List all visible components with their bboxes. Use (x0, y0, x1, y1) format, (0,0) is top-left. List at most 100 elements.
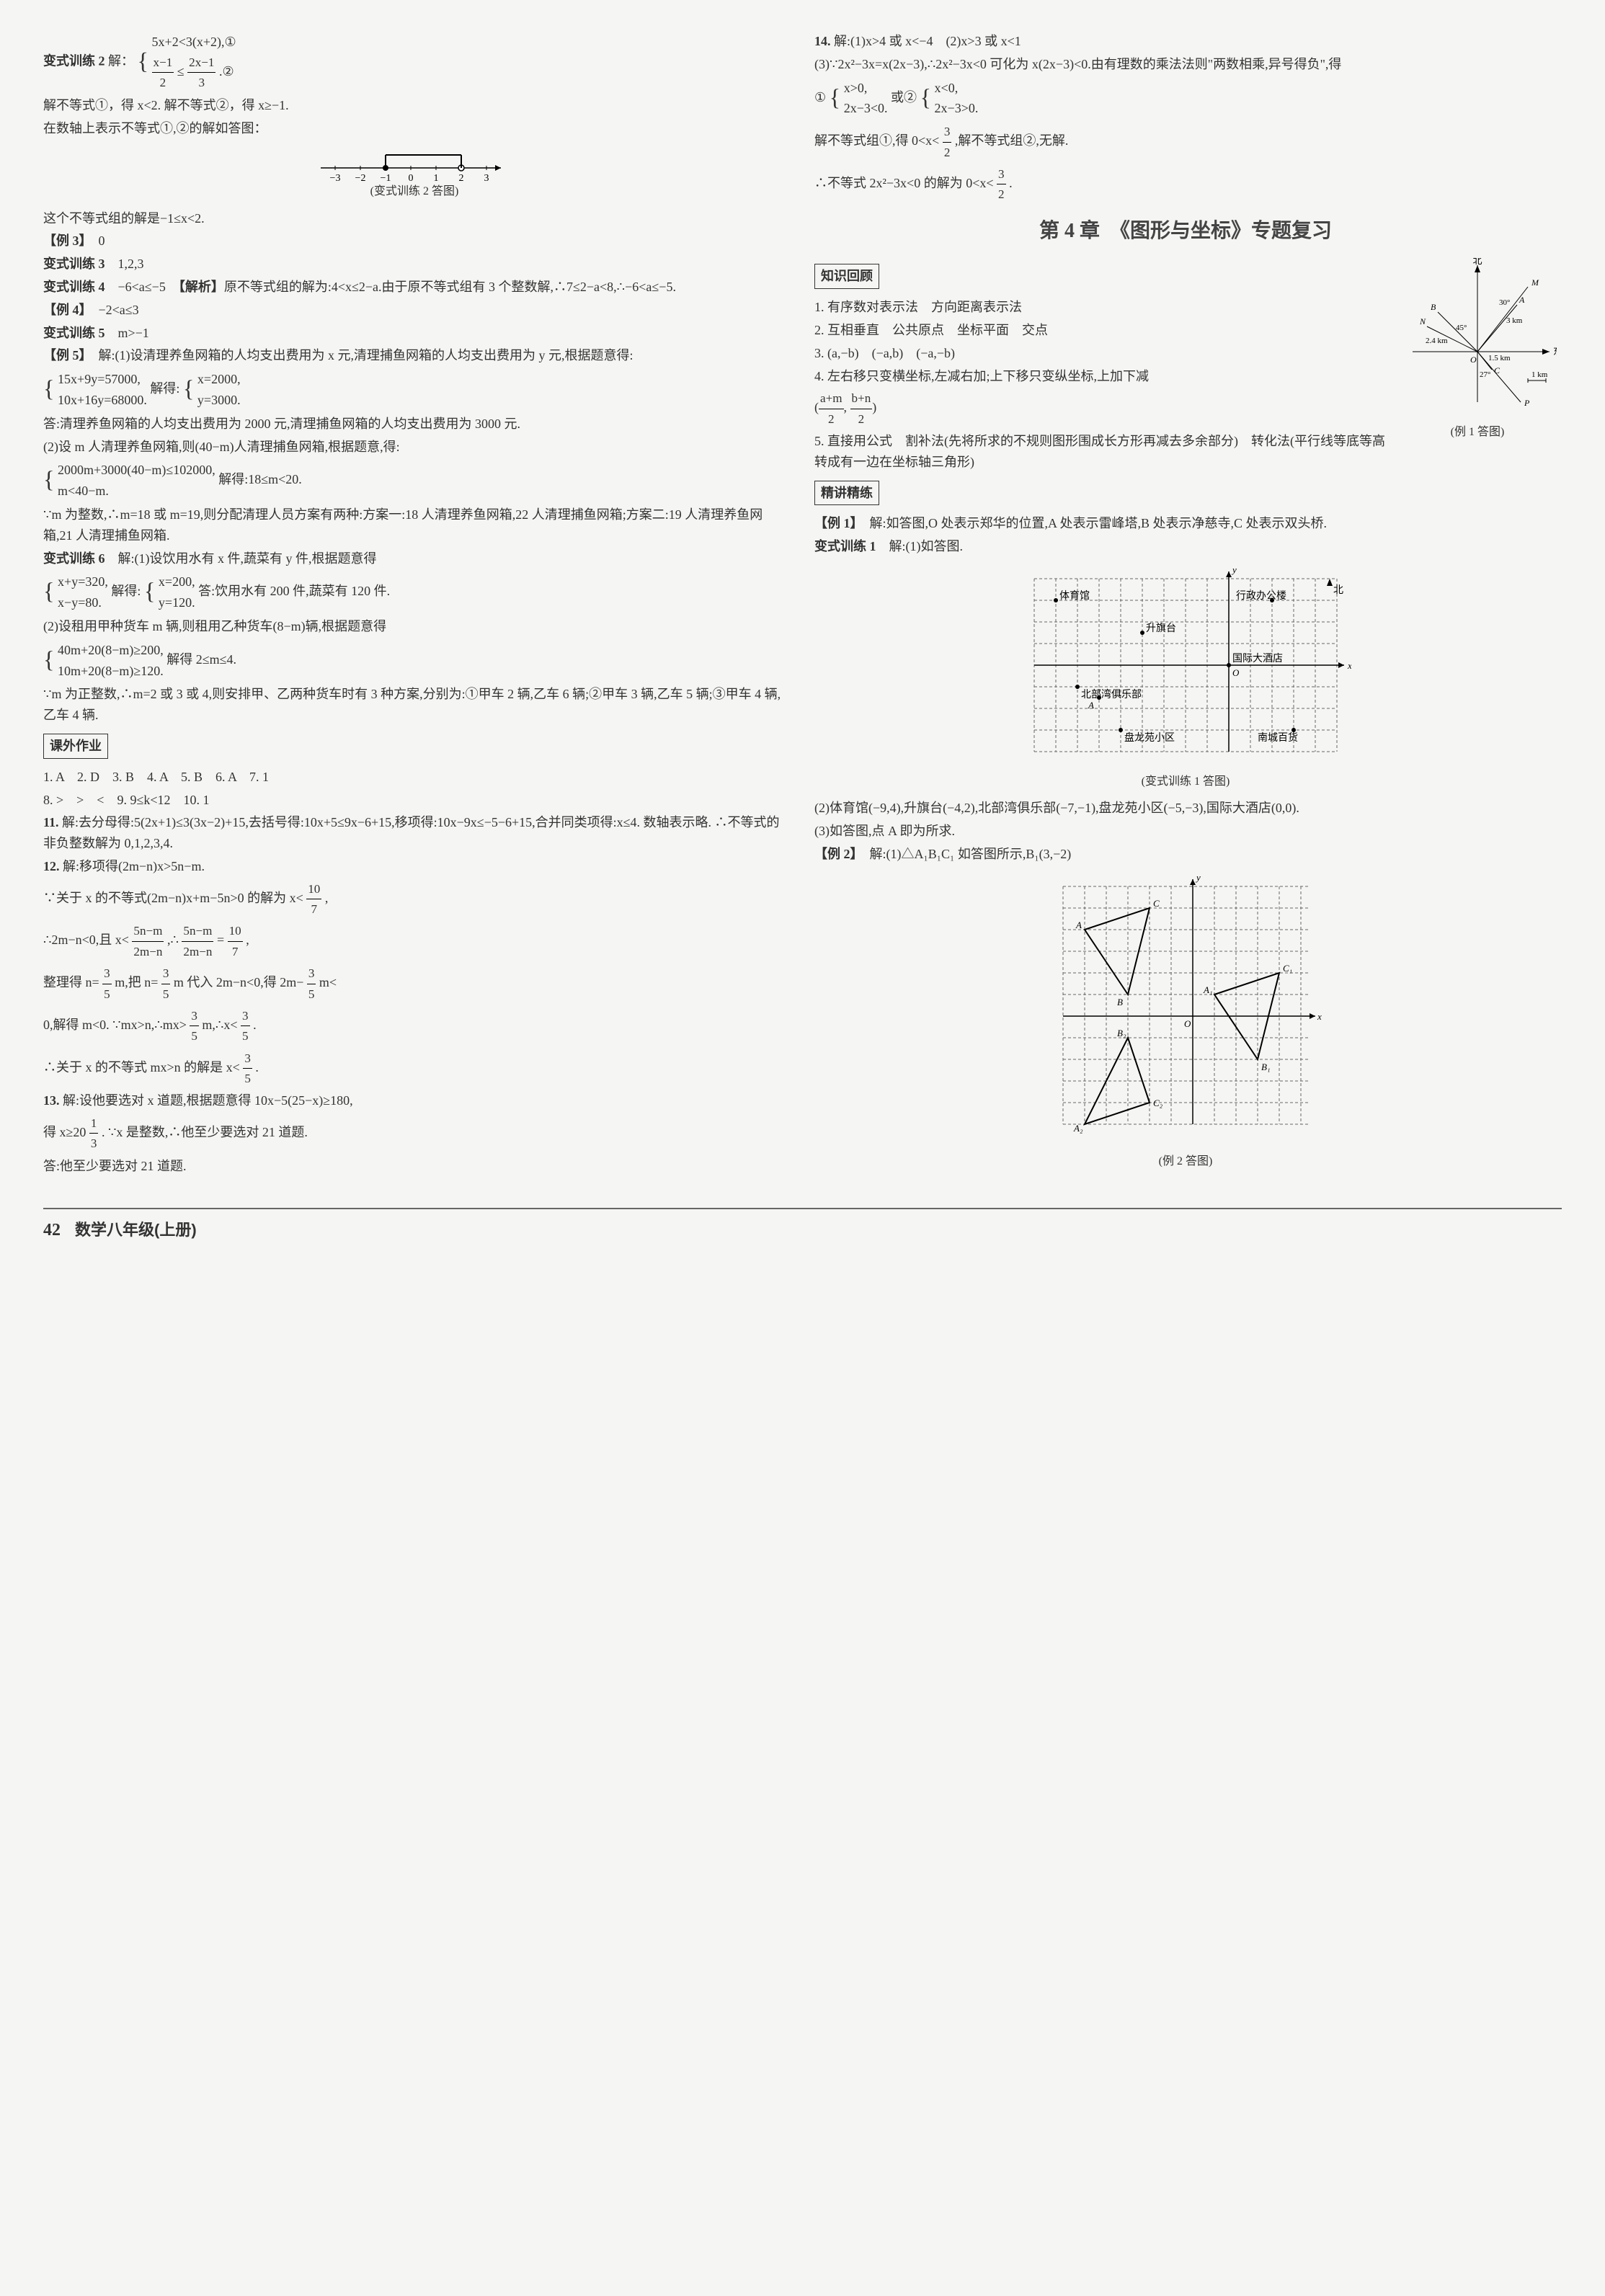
var2-step1: 解不等式①，得 x<2. 解不等式②，得 x≥−1. (43, 95, 786, 116)
ex3-ans: 0 (99, 233, 105, 248)
svg-text:y: y (1231, 564, 1237, 575)
svg-text:A: A (1075, 920, 1082, 930)
svg-text:C: C (1494, 365, 1500, 375)
svg-text:盘龙苑小区: 盘龙苑小区 (1124, 731, 1175, 744)
svg-text:1 km: 1 km (1531, 370, 1548, 379)
svg-text:北: 北 (1472, 258, 1482, 266)
var2-line: 变式训练 2 解： { 5x+2<3(x+2),① x−12 ≤ 2x−13 .… (43, 32, 786, 92)
svg-text:0: 0 (409, 173, 414, 182)
svg-text:北部湾俱乐部: 北部湾俱乐部 (1081, 688, 1142, 700)
var1-l2: (2)体育馆(−9,4),升旗台(−4,2),北部湾俱乐部(−7,−1),盘龙苑… (814, 798, 1557, 819)
var3-ans: 1,2,3 (118, 257, 144, 271)
var2-label: 变式训练 2 (43, 53, 105, 68)
svg-text:国际大酒店: 国际大酒店 (1232, 653, 1283, 664)
var2-step2: 在数轴上表示不等式①,②的解如答图： (43, 118, 786, 139)
page-number: 42 (43, 1216, 61, 1244)
right-column: 14. 解:(1)x>4 或 x<−4 (2)x>3 或 x<1 (3)∵2x²… (814, 29, 1557, 1179)
ex2-text: 解:(1)△A₁B₁C₁ 如答图所示,B₁(3,−2) (870, 847, 1072, 861)
var1-text: 解:(1)如答图. (889, 539, 964, 553)
svg-text:B: B (1431, 302, 1436, 312)
svg-text:2: 2 (459, 173, 464, 182)
svg-text:体育馆: 体育馆 (1059, 590, 1090, 602)
var5-label: 变式训练 5 (43, 326, 105, 340)
var2-result: 这个不等式组的解是−1≤x<2. (43, 208, 786, 229)
var1-label: 变式训练 1 (814, 539, 876, 553)
svg-text:O: O (1232, 667, 1240, 678)
var5-ans: m>−1 (118, 326, 149, 340)
svg-text:1.5 km: 1.5 km (1488, 354, 1511, 362)
q14-l2: (3)∵2x²−3x=x(2x−3),∴2x²−3x<0 可化为 x(2x−3)… (814, 54, 1557, 75)
var2-caption: (变式训练 2 答图) (43, 182, 786, 201)
var4-analysis-label: 【解析】 (179, 280, 224, 294)
svg-text:1: 1 (434, 173, 439, 182)
page-footer: 42 数学八年级(上册) (43, 1208, 1562, 1251)
hw-l1: 1. A 2. D 3. B 4. A 5. B 6. A 7. 1 (43, 767, 786, 788)
svg-text:北: 北 (1333, 584, 1343, 596)
svg-text:45°: 45° (1456, 324, 1467, 332)
var4-analysis: 原不等式组的解为:4<x≤2−a.由于原不等式组有 3 个整数解,∴7≤2−a<… (224, 280, 676, 294)
var3-label: 变式训练 3 (43, 257, 105, 271)
ex4-label: 【例 4】 (43, 303, 86, 317)
hw12-l1: 解:移项得(2m−n)x>5n−m. (63, 859, 205, 873)
ex4-ans: −2<a≤3 (99, 303, 139, 317)
var6-label: 变式训练 6 (43, 551, 105, 566)
svg-text:东: 东 (1553, 346, 1557, 357)
ex2-caption: (例 2 答图) (814, 1152, 1557, 1171)
compass-diagram: 北 东 M A N B O C P 45° 30° 27° 3 km 2.4 k… (1398, 258, 1557, 441)
svg-text:A: A (1088, 700, 1094, 711)
ex5-l4: ∵m 为整数,∴m=18 或 m=19,则分配清理人员方案有两种:方案一:18 … (43, 504, 786, 546)
svg-text:−2: −2 (355, 173, 366, 182)
var6-l3: ∵m 为正整数,∴m=2 或 3 或 4,则安排甲、乙两种货车时有 3 种方案,… (43, 684, 786, 726)
var6-l1: 解:(1)设饮用水有 x 件,蔬菜有 y 件,根据题意得 (118, 551, 377, 566)
svg-text:x: x (1347, 660, 1351, 671)
svg-text:30°: 30° (1499, 298, 1510, 307)
svg-text:B: B (1117, 997, 1123, 1007)
svg-text:C₁: C₁ (1283, 963, 1292, 974)
var2-intro: 解： (108, 53, 134, 68)
triangle-grid-diagram: x y O A C B A₁ C₁ B₁ A₂ B₂ C₂ (例 2 答图) (814, 872, 1557, 1170)
svg-text:P: P (1524, 398, 1530, 408)
svg-text:A: A (1519, 295, 1525, 305)
svg-text:27°: 27° (1480, 370, 1490, 379)
brace-icon: { (138, 48, 149, 74)
q14-label: 14. (814, 34, 831, 48)
ex3-label: 【例 3】 (43, 233, 86, 248)
hw13-l1: 解:设他要选对 x 道题,根据题意得 10x−5(25−x)≥180, (63, 1093, 353, 1108)
homework-label: 课外作业 (43, 734, 108, 759)
svg-text:3: 3 (484, 173, 489, 182)
var1-caption: (变式训练 1 答图) (814, 773, 1557, 791)
hw-l2: 8. > > < 9. 9≤k<12 10. 1 (43, 790, 786, 811)
svg-text:O: O (1470, 355, 1477, 365)
grid-map-diagram: x y O 体育馆 行政办公楼 升旗台 国际大酒店 北部湾俱乐部 盘龙苑小区 南… (814, 564, 1557, 791)
ex5-l1: 解:(1)设清理养鱼网箱的人均支出费用为 x 元,清理捕鱼网箱的人均支出费用为 … (99, 348, 633, 362)
chapter-title: 第 4 章 《图形与坐标》专题复习 (814, 215, 1557, 248)
svg-text:行政办公楼: 行政办公楼 (1236, 590, 1286, 602)
svg-text:−3: −3 (330, 173, 341, 182)
review-label: 知识回顾 (814, 264, 879, 289)
ex2-label: 【例 2】 (814, 847, 857, 861)
ex5-label: 【例 5】 (43, 348, 86, 362)
svg-text:M: M (1531, 277, 1539, 288)
svg-text:O: O (1184, 1018, 1191, 1029)
hw11: 解:去分母得:5(2x+1)≤3(3x−2)+15,去括号得:10x+5≤9x−… (43, 815, 780, 850)
svg-text:3 km: 3 km (1506, 316, 1523, 325)
svg-text:2.4 km: 2.4 km (1426, 337, 1448, 345)
hw12-label: 12. (43, 859, 60, 873)
number-line-diagram: −3 −2 −1 0 1 2 3 (43, 146, 786, 201)
left-column: 变式训练 2 解： { 5x+2<3(x+2),① x−12 ≤ 2x−13 .… (43, 29, 786, 1179)
hw13-label: 13. (43, 1093, 60, 1108)
svg-text:y: y (1195, 872, 1201, 883)
q14-l1: 解:(1)x>4 或 x<−4 (2)x>3 或 x<1 (834, 34, 1021, 48)
var2-sys1: 5x+2<3(x+2),① (152, 35, 236, 49)
svg-text:南城百货: 南城百货 (1258, 731, 1298, 744)
footer-text: 数学八年级(上册) (75, 1217, 197, 1242)
ex5-l2: 答:清理养鱼网箱的人均支出费用为 2000 元,清理捕鱼网箱的人均支出费用为 3… (43, 414, 786, 435)
hw11-label: 11. (43, 815, 59, 829)
svg-text:−1: −1 (381, 173, 391, 182)
svg-text:x: x (1317, 1011, 1322, 1022)
svg-text:A₂: A₂ (1073, 1123, 1083, 1134)
ex1-text: 解:如答图,O 处表示郑华的位置,A 处表示雷峰塔,B 处表示净慈寺,C 处表示… (870, 516, 1328, 530)
var6-l2: (2)设租用甲种货车 m 辆,则租用乙种货车(8−m)辆,根据题意得 (43, 616, 786, 637)
svg-text:B₁: B₁ (1261, 1062, 1270, 1072)
svg-text:C₂: C₂ (1153, 1098, 1163, 1108)
